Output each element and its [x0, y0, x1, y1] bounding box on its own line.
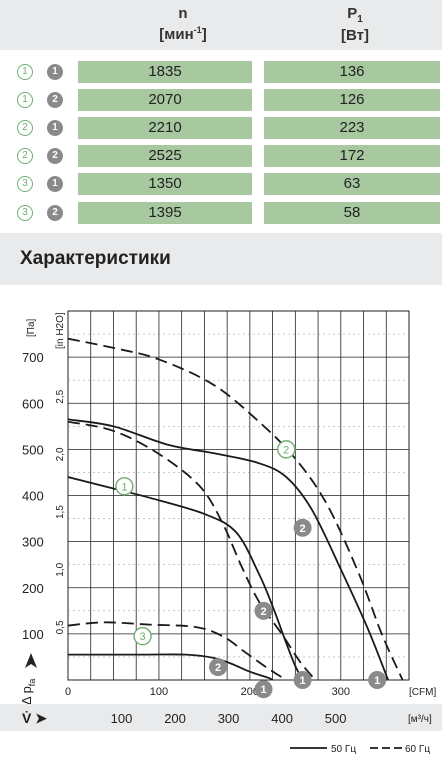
curve-number-marker: 3 [17, 205, 33, 221]
variant-number-marker: 2 [47, 92, 63, 108]
curve-number-marker: 2 [17, 120, 33, 136]
y-tick-label: 200 [22, 581, 44, 596]
x-unit-label: [CFM] [409, 687, 436, 698]
variant-number-marker: 2 [47, 205, 63, 221]
y-inner-tick-label: 2,0 [55, 447, 66, 461]
curve-number-marker: 1 [17, 92, 33, 108]
speed-value: 2210 [78, 117, 252, 139]
legend-solid-label: 50 Гц [331, 744, 356, 755]
flow-tick-label: 400 [271, 711, 293, 726]
section-title: Характеристики [20, 248, 171, 269]
legend-dashed-label: 60 Гц [405, 744, 430, 755]
variant-label-marker [209, 658, 228, 677]
y-inner-unit-label: [in H2O] [55, 312, 66, 349]
curve-number-marker: 2 [17, 148, 33, 164]
power-column-header: P1 [Вт] [300, 6, 410, 44]
power-value: 58 [264, 202, 440, 224]
table-header [0, 0, 442, 50]
variant-label-text: 2 [300, 523, 306, 535]
power-value: 63 [264, 173, 440, 195]
variant-number-marker: 1 [47, 64, 63, 80]
variant-label-text: 1 [260, 684, 266, 696]
flow-tick-label: 200 [164, 711, 186, 726]
speed-value: 1395 [78, 202, 252, 224]
variant-label-marker [368, 671, 387, 689]
variant-label-marker [254, 680, 273, 699]
variant-label-text: 1 [374, 675, 380, 687]
curve-number-marker: 1 [17, 64, 33, 80]
power-value: 136 [264, 61, 440, 83]
flow-unit-label: [м³/ч] [408, 714, 432, 725]
y-unit-label: [Па] [26, 318, 37, 337]
y-inner-tick-label: 1,0 [55, 562, 66, 576]
power-value: 126 [264, 89, 440, 111]
variant-label-text: 1 [300, 675, 306, 687]
table-row: 1 2 2070 126 [0, 89, 442, 111]
table-row: 3 1 1350 63 [0, 173, 442, 195]
power-value: 223 [264, 117, 440, 139]
y-axis-label: Δ pfa [19, 679, 37, 705]
table-row: 1 1 1835 136 [0, 61, 442, 83]
x-axis-label: V̇ ➤ [22, 710, 47, 726]
x-tick-label: 0 [65, 686, 71, 698]
y-inner-tick-label: 0,5 [55, 620, 66, 634]
curve-3-solid-line [68, 653, 274, 680]
variant-label-text: 2 [260, 606, 266, 618]
speed-value: 1350 [78, 173, 252, 195]
variant-label-text: 2 [215, 662, 221, 674]
table-row: 3 2 1395 58 [0, 202, 442, 224]
speed-symbol: n [178, 5, 188, 22]
speed-value: 2525 [78, 145, 252, 167]
variant-number-marker: 1 [47, 120, 63, 136]
curve-1-dashed-line [68, 420, 317, 680]
y-inner-tick-label: 2,5 [55, 389, 66, 403]
variant-label-marker [254, 601, 273, 620]
speed-value: 1835 [78, 61, 252, 83]
speed-value: 2070 [78, 89, 252, 111]
speed-unit: [мин-1] [159, 25, 207, 43]
speed-column-header: n [мин-1] [128, 6, 238, 43]
curve-label-text: 3 [140, 631, 146, 643]
variant-number-marker: 2 [47, 148, 63, 164]
x-tick-label: 300 [332, 686, 350, 698]
flow-tick-label: 300 [218, 711, 240, 726]
curve-label-text: 2 [283, 444, 289, 456]
curve-label-marker [277, 440, 296, 459]
y-tick-label: 500 [22, 442, 44, 457]
y-tick-label: 400 [22, 489, 44, 504]
flow-tick-label: 500 [325, 711, 347, 726]
curve-number-marker: 3 [17, 176, 33, 192]
flow-axis-band [0, 704, 442, 731]
curve-label-marker [133, 626, 152, 646]
y-tick-label: 100 [22, 627, 44, 642]
variant-label-marker [293, 518, 312, 537]
table-row: 2 1 2210 223 [0, 117, 442, 139]
power-unit: [Вт] [341, 27, 369, 44]
y-axis-symbol: Δ p [19, 686, 34, 705]
curve-label-text: 1 [121, 481, 127, 493]
curve-label-marker [115, 477, 134, 496]
x-tick-label: 100 [150, 686, 168, 698]
y-tick-label: 300 [22, 535, 44, 550]
y-axis-subscript: fa [27, 679, 37, 687]
performance-chart: 100 200 300 400 500 600 700 [Па] 0,5 1,0 1,5 2,0 2,5… [0, 310, 442, 755]
flow-tick-label: 100 [111, 711, 133, 726]
y-tick-label: 600 [22, 396, 44, 411]
x-tick-label: 200 [241, 686, 259, 698]
power-value: 172 [264, 145, 440, 167]
table-row: 2 2 2525 172 [0, 145, 442, 167]
curve-2-solid-line [68, 418, 389, 680]
curve-1-solid-line [68, 476, 304, 680]
y-tick-label: 700 [22, 350, 44, 365]
power-symbol: P1 [347, 5, 363, 26]
section-header [0, 233, 442, 285]
curve-2-dashed-line [68, 337, 404, 680]
y-axis-arrow [25, 653, 37, 668]
variant-label-marker [293, 671, 312, 689]
variant-number-marker: 1 [47, 176, 63, 192]
curve-3-dashed-line [68, 621, 287, 680]
y-inner-tick-label: 1,5 [55, 505, 66, 519]
